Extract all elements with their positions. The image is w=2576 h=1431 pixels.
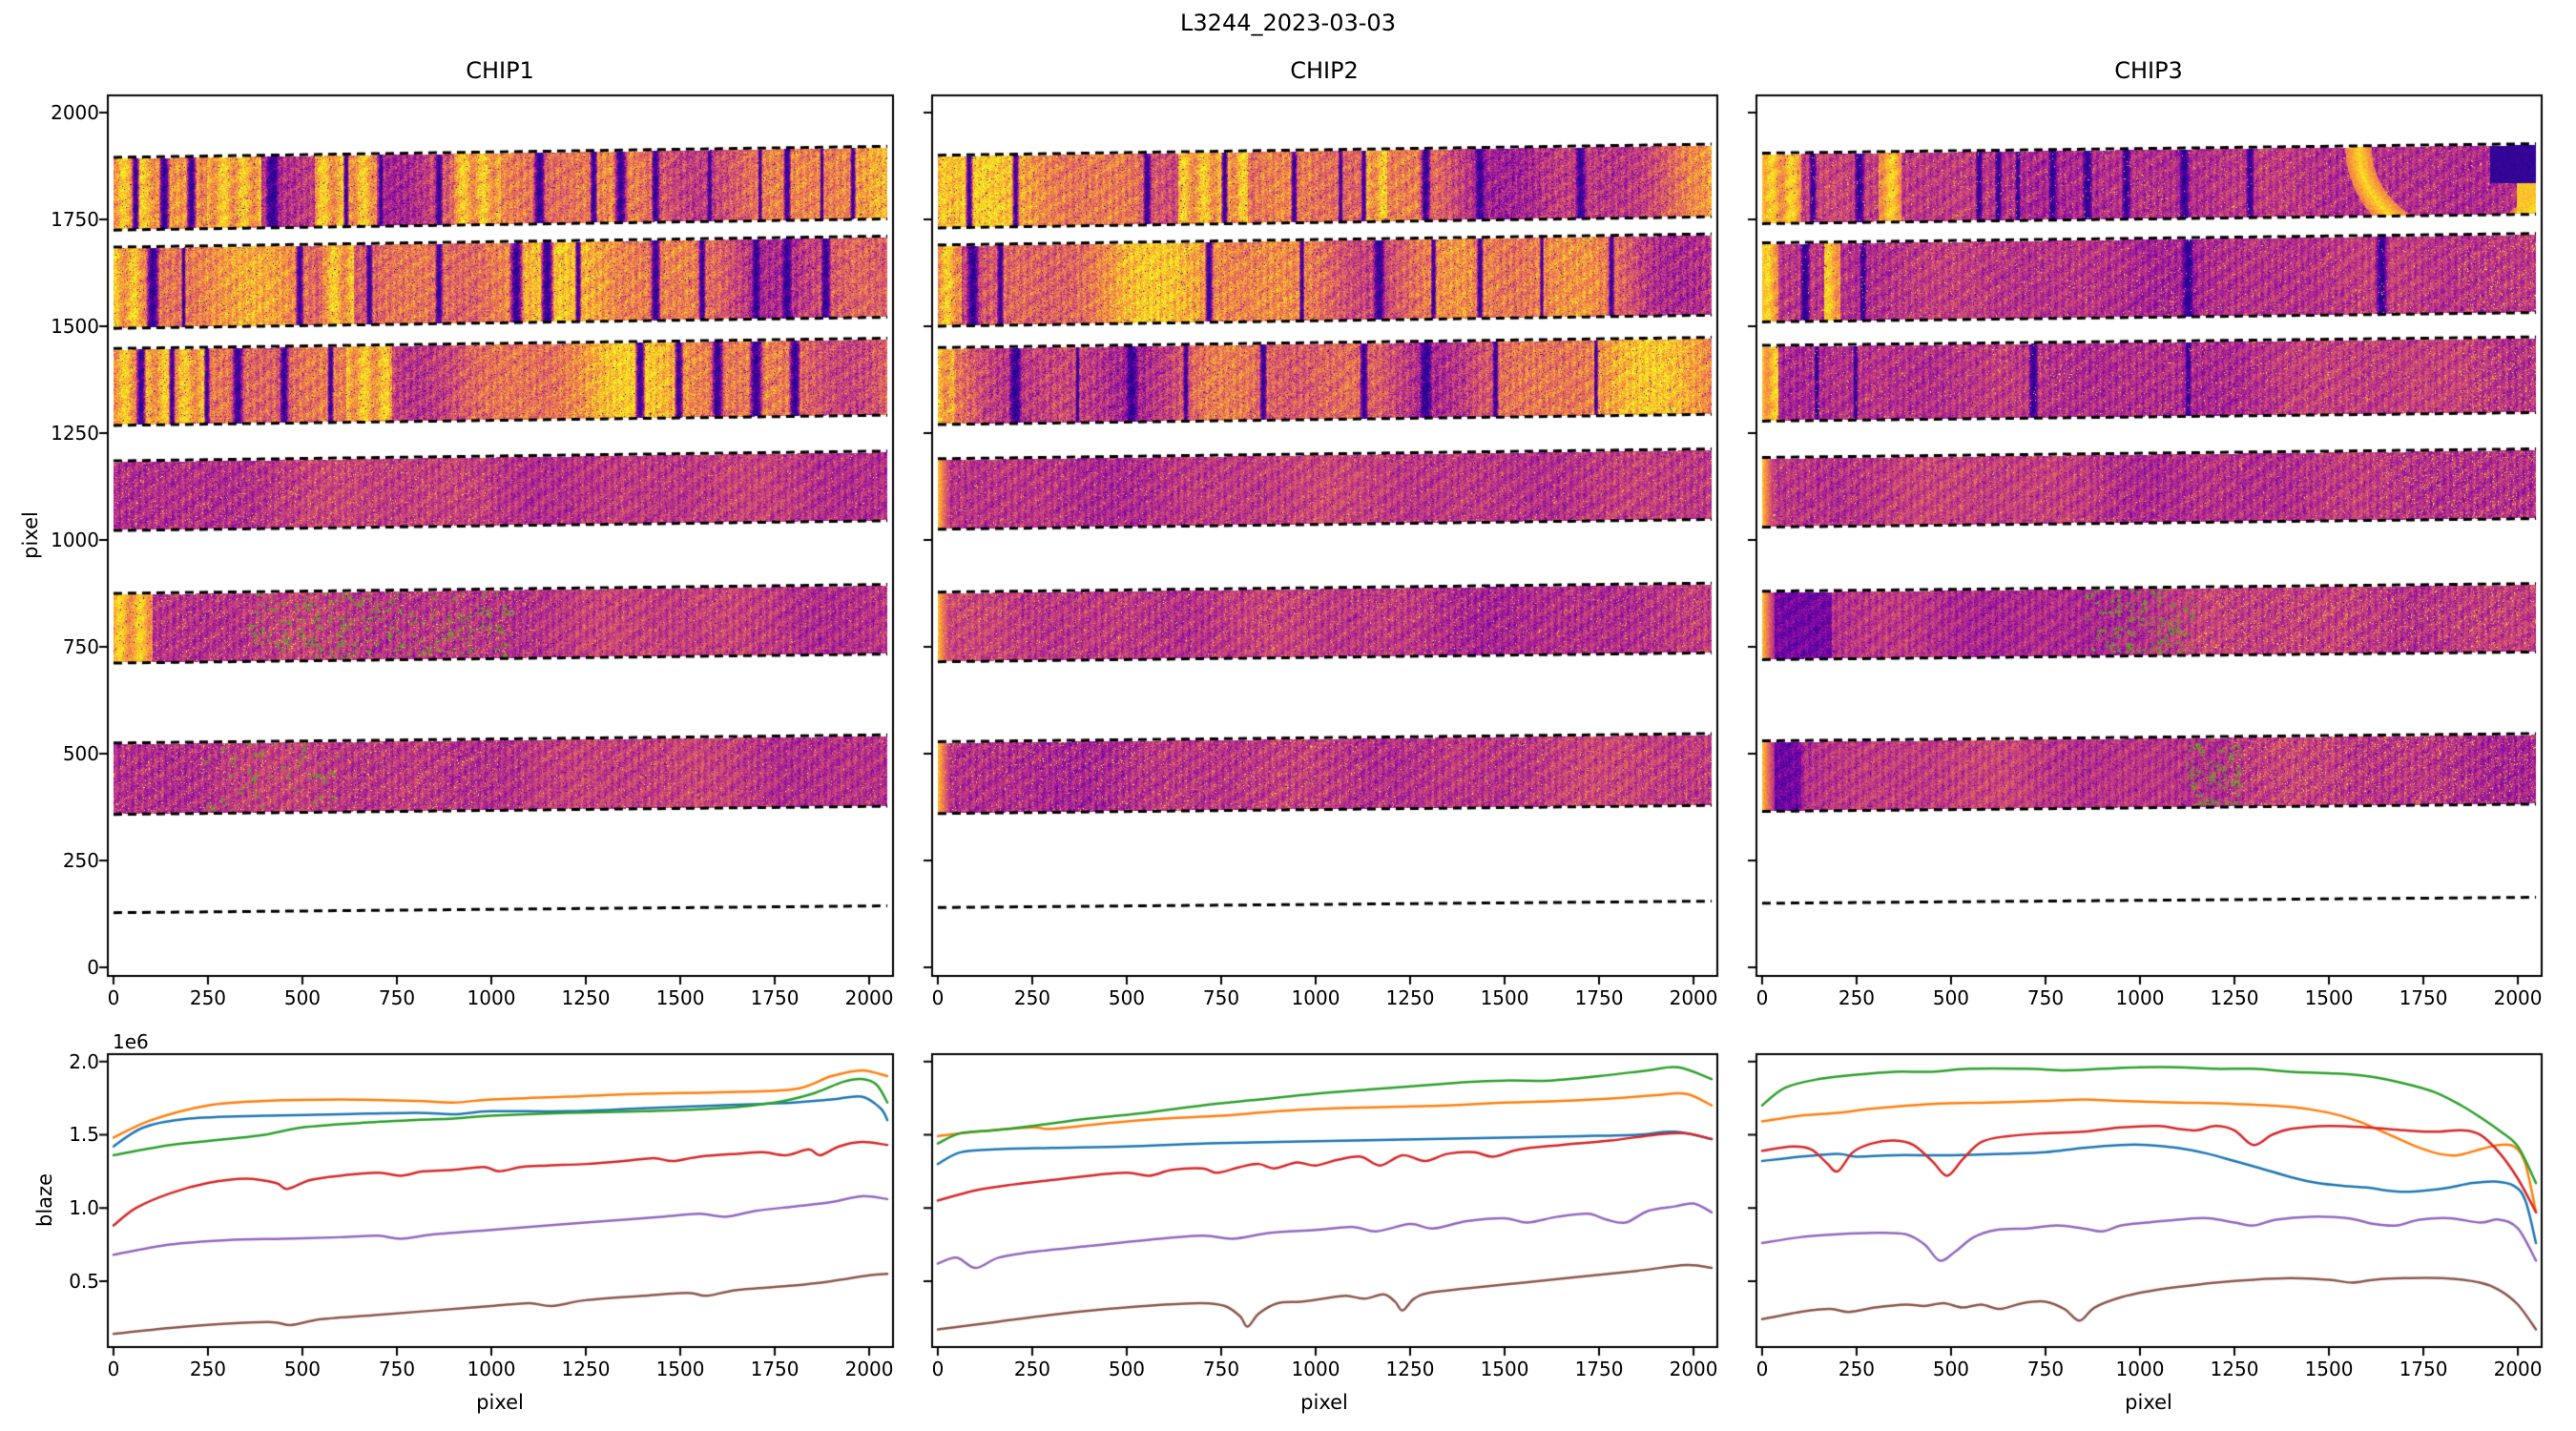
x-tick-label: 0 [931, 986, 945, 1009]
y-tick-label: 1500 [51, 314, 99, 338]
x-tick-label: 2000 [844, 1358, 894, 1380]
x-tick-label: 1000 [1291, 986, 1340, 1009]
x-tick-label: 1750 [1574, 1358, 1624, 1380]
chip3-blaze-xlabel: pixel [2125, 1391, 2172, 1414]
x-tick-label: 1750 [2399, 1358, 2448, 1380]
x-tick-label: 750 [1202, 1358, 1240, 1380]
y-axis-offset-label: 1e6 [113, 1030, 149, 1053]
x-tick-label: 1250 [2210, 1358, 2259, 1380]
chip1-blaze-xlabel: pixel [476, 1391, 524, 1414]
x-tick-label: 0 [931, 1358, 945, 1380]
x-tick-label: 1000 [467, 1358, 516, 1380]
y-tick-label: 1000 [51, 528, 99, 551]
chip3-blaze-chart-canvas [1743, 1041, 2555, 1360]
x-tick-label: 500 [283, 986, 322, 1009]
y-tick-label: 250 [62, 849, 99, 873]
x-tick-label: 1750 [1574, 986, 1624, 1009]
y-tick-label: 1.5 [69, 1123, 99, 1147]
x-tick-label: 1500 [655, 986, 705, 1009]
x-tick-label: 1250 [1385, 986, 1435, 1009]
x-tick-label: 500 [1108, 986, 1146, 1009]
x-tick-label: 1750 [750, 1358, 800, 1380]
y-tick-label: 0.5 [69, 1269, 99, 1293]
x-tick-label: 1750 [2399, 986, 2448, 1009]
x-tick-label: 1250 [561, 1358, 611, 1380]
x-tick-label: 250 [189, 986, 227, 1009]
y-tick-label: 1.0 [69, 1196, 99, 1220]
y-tick-label: 1750 [51, 207, 99, 231]
chip1-blaze-chart-canvas [94, 1041, 906, 1360]
x-tick-label: 0 [1755, 986, 1769, 1009]
bottom-row-ylabel: blaze [33, 1173, 56, 1227]
x-tick-label: 2000 [1669, 986, 1718, 1009]
x-tick-label: 0 [107, 1358, 120, 1380]
x-tick-label: 750 [378, 1358, 416, 1380]
x-tick-label: 250 [1013, 986, 1051, 1009]
x-tick-label: 750 [378, 986, 416, 1009]
y-tick-label: 750 [62, 634, 99, 658]
x-tick-label: 1500 [655, 1358, 705, 1380]
x-tick-label: 0 [107, 986, 120, 1009]
x-tick-label: 1750 [750, 986, 800, 1009]
top-row-ylabel: pixel [19, 511, 42, 559]
y-tick-label: 0 [87, 956, 99, 980]
x-tick-label: 1000 [2115, 1358, 2165, 1380]
chip1-orders-heatmap-canvas [94, 82, 906, 989]
y-tick-label: 1250 [51, 421, 99, 445]
x-tick-label: 1250 [2210, 986, 2259, 1009]
x-tick-label: 250 [1013, 1358, 1051, 1380]
x-tick-label: 2000 [1669, 1358, 1718, 1380]
chip3-orders-heatmap-canvas [1743, 82, 2555, 989]
x-tick-label: 250 [189, 1358, 227, 1380]
y-tick-label: 2000 [51, 100, 99, 124]
x-tick-label: 0 [1755, 1358, 1769, 1380]
x-tick-label: 1000 [2115, 986, 2165, 1009]
x-tick-label: 1000 [467, 986, 516, 1009]
x-tick-label: 2000 [844, 986, 894, 1009]
x-tick-label: 1000 [1291, 1358, 1340, 1380]
x-tick-label: 1500 [2304, 986, 2354, 1009]
x-tick-label: 1500 [1480, 1358, 1529, 1380]
x-tick-label: 500 [283, 1358, 322, 1380]
x-tick-label: 2000 [2493, 1358, 2543, 1380]
x-tick-label: 1500 [2304, 1358, 2354, 1380]
x-tick-label: 1500 [1480, 986, 1529, 1009]
chip1-title: CHIP1 [466, 57, 534, 84]
x-tick-label: 500 [1932, 986, 1970, 1009]
x-tick-label: 500 [1108, 1358, 1146, 1380]
chip3-title: CHIP3 [2114, 57, 2183, 84]
figure-title: L3244_2023-03-03 [1180, 10, 1396, 36]
x-tick-label: 750 [1202, 986, 1240, 1009]
x-tick-label: 250 [1838, 986, 1876, 1009]
x-tick-label: 750 [2026, 1358, 2065, 1380]
chip2-title: CHIP2 [1290, 57, 1359, 84]
x-tick-label: 250 [1838, 1358, 1876, 1380]
x-tick-label: 1250 [1385, 1358, 1435, 1380]
chip2-blaze-xlabel: pixel [1300, 1391, 1348, 1414]
y-tick-label: 500 [62, 742, 99, 765]
x-tick-label: 500 [1932, 1358, 1970, 1380]
chip2-blaze-chart-canvas [919, 1041, 1731, 1360]
x-tick-label: 2000 [2493, 986, 2543, 1009]
chip2-orders-heatmap-canvas [919, 82, 1731, 989]
x-tick-label: 1250 [561, 986, 611, 1009]
y-tick-label: 2.0 [69, 1049, 99, 1073]
x-tick-label: 750 [2026, 986, 2065, 1009]
